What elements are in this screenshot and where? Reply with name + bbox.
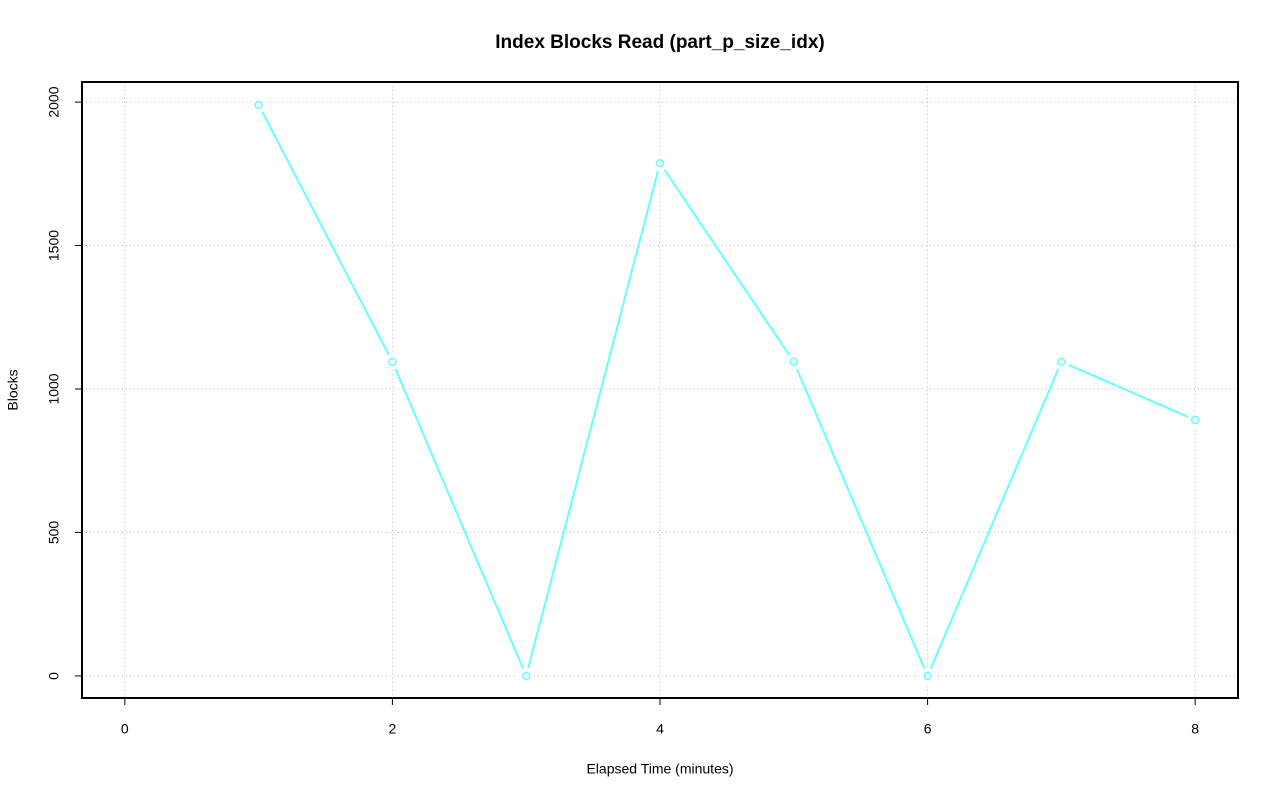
point — [923, 671, 932, 681]
point — [388, 357, 397, 366]
chart-title: Index Blocks Read (part_p_size_idx) — [495, 32, 824, 53]
point — [1190, 415, 1200, 425]
x-tick-label: 8 — [1191, 721, 1199, 737]
point — [789, 357, 799, 366]
x-axis-label: Elapsed Time (minutes) — [586, 761, 733, 777]
x-tick-label: 2 — [389, 721, 397, 737]
y-tick-label: 1500 — [46, 230, 62, 261]
y-tick-label: 1000 — [46, 373, 62, 404]
plot-frame — [81, 81, 1239, 699]
series-line — [257, 104, 1196, 679]
y-tick-label: 0 — [46, 672, 62, 680]
x-tick-label: 4 — [656, 721, 664, 737]
point — [1057, 357, 1066, 366]
x-tick-label: 6 — [924, 721, 932, 737]
y-tick-label: 500 — [46, 521, 62, 545]
y-axis-label: Blocks — [5, 369, 21, 410]
y-tick-label: 2000 — [46, 86, 62, 117]
point — [521, 671, 531, 681]
point — [254, 100, 263, 110]
x-tick-label: 0 — [121, 721, 129, 737]
point — [655, 158, 665, 168]
